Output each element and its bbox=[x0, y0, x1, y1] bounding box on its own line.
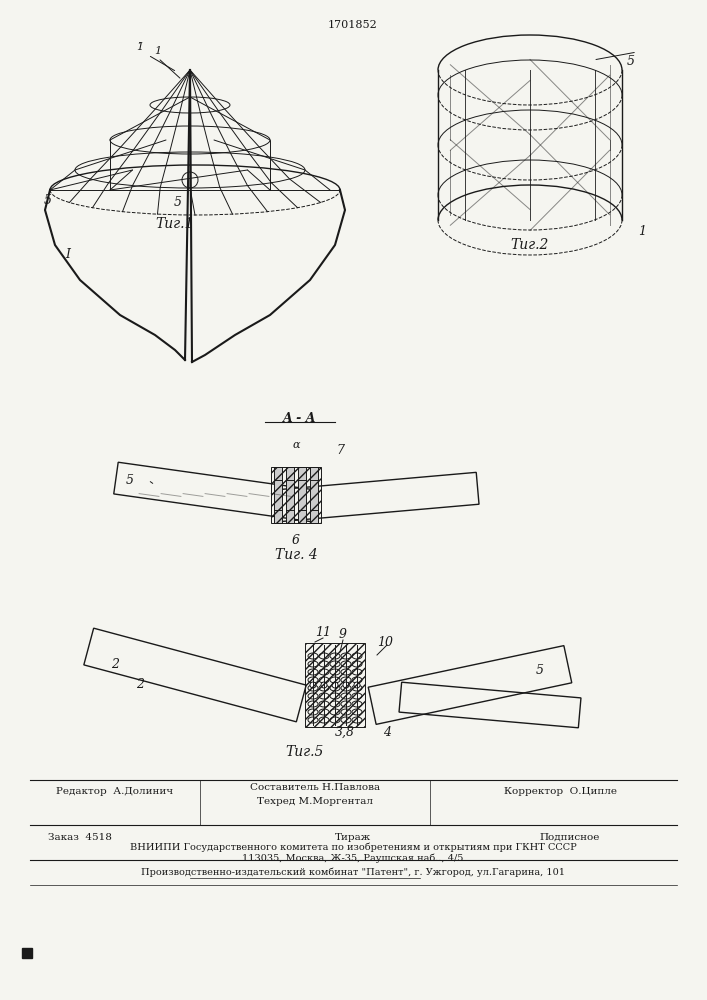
Text: 1: 1 bbox=[638, 225, 646, 238]
Text: α: α bbox=[292, 440, 300, 450]
Text: 5: 5 bbox=[627, 55, 635, 68]
Text: 4: 4 bbox=[383, 726, 391, 738]
Text: 7: 7 bbox=[336, 444, 344, 456]
Text: 5: 5 bbox=[174, 196, 182, 209]
Polygon shape bbox=[298, 467, 306, 523]
Text: 2: 2 bbox=[111, 658, 119, 672]
Text: Производственно-издательский комбинат "Патент", г. Ужгород, ул.Гагарина, 101: Производственно-издательский комбинат "П… bbox=[141, 867, 565, 877]
Text: 1̄: 1̄ bbox=[136, 42, 144, 52]
Text: Корректор  О.Ципле: Корректор О.Ципле bbox=[503, 788, 617, 796]
Text: Подписное: Подписное bbox=[540, 832, 600, 842]
Text: Τиг. 4: Τиг. 4 bbox=[274, 548, 317, 562]
Text: 3,8: 3,8 bbox=[335, 726, 355, 738]
Polygon shape bbox=[286, 467, 294, 523]
Text: 6: 6 bbox=[292, 534, 300, 546]
Polygon shape bbox=[22, 948, 32, 958]
Circle shape bbox=[354, 682, 360, 688]
Text: ВНИИПИ Государственного комитета по изобретениям и открытиям при ГКНТ СССР: ВНИИПИ Государственного комитета по изоб… bbox=[129, 842, 576, 852]
Polygon shape bbox=[310, 467, 318, 523]
Text: 1701852: 1701852 bbox=[328, 20, 378, 30]
Text: 5: 5 bbox=[126, 474, 134, 487]
Text: I: I bbox=[66, 248, 71, 261]
Text: A - A: A - A bbox=[284, 412, 317, 424]
Text: 2: 2 bbox=[136, 678, 144, 692]
Text: Редактор  А.Долинич: Редактор А.Долинич bbox=[57, 788, 173, 796]
Text: 10: 10 bbox=[377, 636, 393, 648]
Circle shape bbox=[321, 682, 327, 688]
Text: 5: 5 bbox=[536, 664, 544, 676]
Text: Техред М.Моргентал: Техред М.Моргентал bbox=[257, 798, 373, 806]
Circle shape bbox=[343, 682, 349, 688]
Text: 11: 11 bbox=[315, 626, 331, 639]
Circle shape bbox=[332, 682, 338, 688]
Text: 5: 5 bbox=[44, 194, 52, 207]
Text: 113035, Москва, Ж-35, Раушская наб.., 4/5: 113035, Москва, Ж-35, Раушская наб.., 4/… bbox=[243, 853, 464, 863]
Text: Τиг.1: Τиг.1 bbox=[156, 217, 194, 231]
Text: Τиг.5: Τиг.5 bbox=[286, 745, 325, 759]
Circle shape bbox=[310, 682, 316, 688]
Text: 1: 1 bbox=[154, 46, 162, 56]
Text: Составитель Н.Павлова: Составитель Н.Павлова bbox=[250, 784, 380, 792]
Text: Τиг.2: Τиг.2 bbox=[511, 238, 549, 252]
Text: Тираж: Тираж bbox=[335, 832, 371, 842]
Text: 9: 9 bbox=[339, 629, 347, 642]
Polygon shape bbox=[274, 467, 282, 523]
Text: Заказ  4518: Заказ 4518 bbox=[48, 832, 112, 842]
